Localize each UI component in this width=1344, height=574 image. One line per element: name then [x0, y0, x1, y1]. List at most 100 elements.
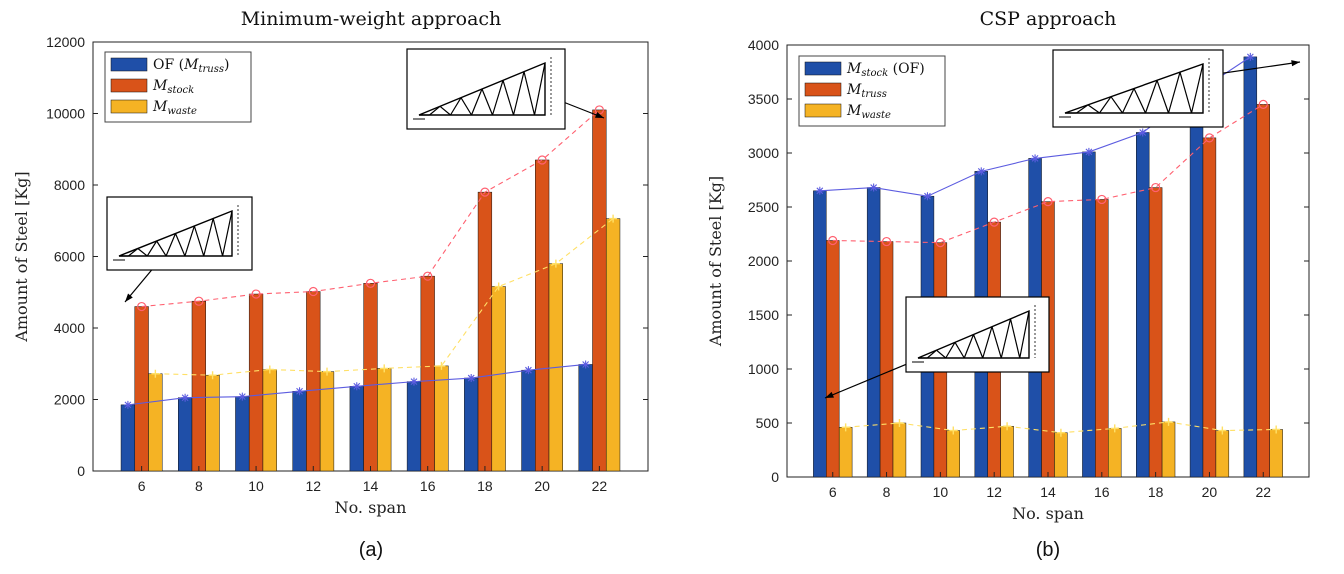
data-marker	[323, 367, 332, 376]
bar-m-stock	[420, 275, 435, 472]
y-tick-label: 1000	[748, 361, 779, 377]
x-tick-label: 22	[592, 478, 608, 494]
data-marker	[380, 364, 389, 373]
data-marker	[265, 365, 274, 374]
data-marker	[365, 278, 376, 288]
y-axis-label: Amount of Steel [Kg]	[12, 171, 31, 342]
panel-caption: (b)	[1036, 539, 1060, 561]
x-tick-label: 12	[986, 484, 1002, 500]
bar-of-m-truss-	[292, 391, 307, 472]
data-marker	[609, 214, 618, 223]
legend-entry: Mtruss	[846, 82, 887, 100]
x-tick-label: 8	[195, 478, 203, 494]
legend-swatch	[110, 99, 148, 114]
data-marker	[1258, 99, 1268, 110]
bar-m-stock	[535, 159, 550, 472]
bar-of-m-truss-	[406, 381, 422, 472]
x-tick-label: 12	[305, 478, 321, 494]
data-marker	[989, 217, 999, 227]
legend-entry: Mstock	[152, 78, 194, 96]
bar-m-stock-of-	[866, 187, 881, 478]
truss-inset-2-web	[918, 310, 1030, 359]
bar-m-stock-of-	[1243, 56, 1258, 478]
y-tick-label: 2000	[748, 253, 779, 269]
bar-m-truss	[1148, 187, 1163, 478]
bar-of-m-truss-	[235, 396, 250, 472]
x-tick-label: 16	[420, 478, 436, 494]
y-axis-label: Amount of Steel [Kg]	[706, 176, 725, 347]
x-tick-label: 22	[1255, 484, 1271, 500]
legend-swatch	[804, 61, 842, 76]
bar-m-waste	[262, 369, 277, 472]
y-tick-label: 0	[771, 469, 779, 485]
data-marker	[409, 377, 418, 386]
bar-of-m-truss-	[349, 386, 364, 472]
bar-m-stock-of-	[813, 190, 827, 478]
data-marker	[194, 296, 204, 306]
data-marker	[151, 369, 160, 378]
bar-m-stock	[191, 300, 206, 472]
legend-entry: Mwaste	[152, 99, 197, 117]
bar-m-waste	[892, 422, 907, 478]
bar-m-stock	[363, 283, 378, 472]
data-marker	[1151, 182, 1161, 193]
x-tick-label: 14	[363, 478, 379, 494]
bar-m-waste	[1054, 432, 1068, 478]
truss-inset-1-web	[419, 62, 546, 116]
y-tick-label: 10000	[46, 106, 85, 122]
data-marker	[1204, 133, 1215, 143]
data-marker	[895, 419, 904, 427]
bar-m-waste	[434, 365, 449, 472]
data-marker	[977, 167, 986, 176]
legend-entry: Mwaste	[846, 103, 891, 121]
x-tick-label: 20	[534, 478, 550, 494]
bar-m-stock	[592, 109, 607, 472]
data-marker	[1031, 154, 1040, 163]
data-marker	[251, 289, 261, 299]
data-marker	[1164, 417, 1173, 426]
data-marker	[467, 374, 476, 383]
data-marker	[923, 192, 932, 201]
bar-m-truss	[826, 240, 840, 478]
data-marker	[480, 187, 490, 197]
data-marker	[238, 392, 247, 401]
data-marker	[537, 155, 547, 165]
legend-swatch	[804, 82, 842, 97]
x-tick-label: 18	[1148, 484, 1164, 500]
y-tick-label: 3500	[748, 91, 779, 107]
bar-m-stock	[134, 306, 149, 472]
data-marker	[1043, 197, 1053, 207]
legend-entry: OF (Mtruss)	[153, 57, 229, 75]
bar-m-stock	[248, 293, 264, 472]
data-marker	[1110, 424, 1119, 433]
inset-arrowhead	[595, 112, 604, 118]
bar-m-waste	[1215, 430, 1230, 478]
y-tick-label: 2000	[54, 392, 85, 408]
x-tick-label: 8	[883, 484, 891, 500]
series-line-2	[832, 103, 1264, 244]
x-axis-label: No. span	[1012, 504, 1084, 523]
data-marker	[295, 387, 304, 396]
data-marker	[551, 259, 560, 268]
data-marker	[1084, 147, 1093, 156]
y-tick-label: 6000	[54, 249, 85, 265]
bar-m-waste	[319, 371, 335, 472]
data-marker	[1138, 128, 1147, 137]
bar-m-truss	[1256, 104, 1270, 478]
inset-arrowhead	[125, 293, 133, 302]
x-axis-label: No. span	[335, 498, 407, 517]
bar-m-stock	[306, 291, 321, 472]
data-marker	[352, 382, 361, 391]
truss-inset-2-web	[119, 210, 233, 257]
data-marker	[949, 426, 958, 435]
x-tick-label: 6	[138, 478, 146, 494]
data-marker	[841, 423, 850, 432]
legend-swatch	[110, 57, 148, 72]
bar-m-waste	[491, 286, 506, 472]
y-tick-label: 4000	[748, 37, 779, 53]
chart-title: Minimum-weight approach	[241, 8, 502, 30]
bar-of-m-truss-	[464, 377, 479, 472]
bar-m-waste	[1108, 428, 1122, 478]
x-tick-label: 14	[1040, 484, 1056, 500]
